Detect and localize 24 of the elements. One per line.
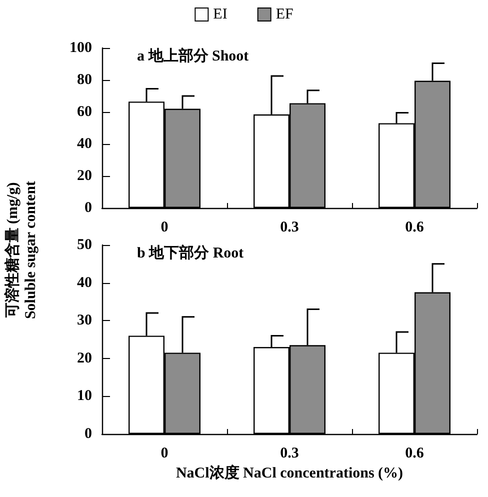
legend-label: EF bbox=[276, 6, 294, 22]
chart-title: a 地上部分 Shoot bbox=[137, 46, 249, 64]
y-tick-label: 10 bbox=[77, 388, 92, 404]
x-tick-label: 0 bbox=[160, 220, 168, 236]
y-tick-label: 100 bbox=[70, 40, 92, 56]
y-tick-label: 20 bbox=[77, 168, 92, 184]
x-tick-label: 0.3 bbox=[280, 220, 299, 236]
x-tick-label: 0.3 bbox=[280, 446, 299, 462]
y-tick-label: 0 bbox=[84, 200, 92, 216]
y-tick-label: 80 bbox=[77, 72, 92, 88]
x-tick-label: 0.6 bbox=[405, 446, 424, 462]
y-tick-label: 0 bbox=[84, 426, 92, 442]
chart-title: b 地下部分 Root bbox=[137, 244, 244, 262]
y-tick-label: 40 bbox=[77, 136, 92, 152]
x-axis-title: NaCl浓度 NaCl concentrations (%) bbox=[176, 463, 404, 482]
y-axis-title: 可溶性糖含量 (mg/g) Soluble sugar content bbox=[4, 180, 40, 320]
y-tick-label: 20 bbox=[77, 350, 92, 366]
x-tick-label: 0.6 bbox=[405, 220, 424, 236]
y-tick-label: 40 bbox=[77, 274, 92, 291]
y-tick-label: 60 bbox=[77, 104, 92, 120]
y-tick-label: 30 bbox=[77, 312, 92, 329]
legend-label: EI bbox=[213, 6, 228, 22]
y-tick-label: 50 bbox=[77, 237, 92, 253]
x-tick-label: 0 bbox=[160, 446, 168, 462]
